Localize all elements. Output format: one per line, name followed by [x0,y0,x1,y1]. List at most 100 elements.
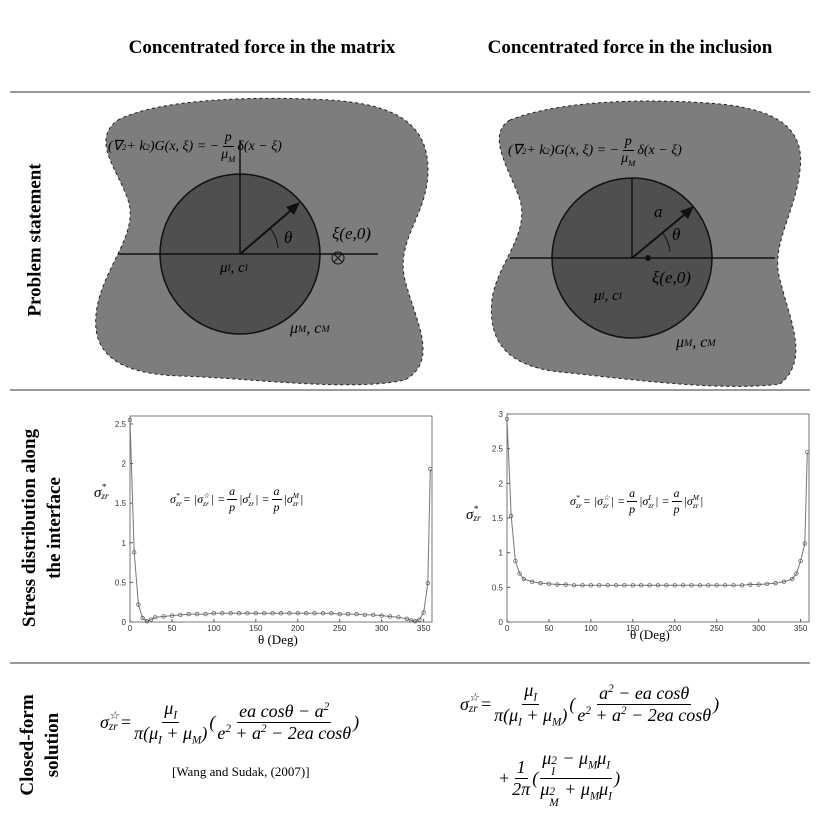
equation-part: 2 [585,704,591,717]
angle-arc [269,227,279,249]
equation-part: M [589,790,600,803]
equation-part: I [173,709,178,722]
equation-group: ☆ zr [468,691,479,716]
column-header: Concentrated force in the matrix [128,37,396,58]
equation-part: 2 [549,786,555,799]
angle-arc [661,231,671,253]
equation-group: e2 + a2 − 2ea cosθ [577,705,711,726]
equation-group: ☆ zr [603,494,610,509]
equation-part: |σ [683,494,693,508]
data-point [706,583,711,588]
equation-part: M [192,734,202,747]
data-point [417,617,422,622]
equation-part: ) [201,722,208,743]
equation-part: )G(x, ξ) = − [549,142,620,158]
y-tick-label: 0 [499,618,504,627]
y-tick-label: 1 [499,549,504,558]
equation-part: ( [209,711,216,732]
equation-part: zr [468,703,478,716]
equation-part: δ(x − ξ) [237,138,282,154]
point-label: ξ(e,0) [332,224,371,243]
equation-part: 2 [323,700,330,713]
equation-part: zr [575,500,582,510]
data-point [802,541,807,546]
equation-part: zr [248,498,255,508]
equation-group: μI π(μI + μM) [134,698,207,746]
equation-part: ☆ [203,491,210,501]
equation-group: ☆ zr [109,710,119,733]
equation-part: (∇ [508,143,523,159]
equation-part: zr [175,498,182,508]
equation-part: δ(x − ξ) [637,142,682,158]
equation-part: |σ [283,492,293,506]
data-point [655,583,661,588]
radius-arrow [631,209,691,259]
equation-part: ) [561,704,568,725]
equation-part: I [608,790,612,803]
equation-group: * zr [576,494,582,509]
data-point [371,612,376,618]
y-tick-label: 1.5 [115,499,127,508]
point-label: ξ(e,0) [652,268,691,287]
governing-equation: (∇ 2 + k 2)G(x, ξ) = − p μM δ(x − ξ) [108,130,282,164]
data-point [421,610,426,615]
equation-part: σ [466,506,474,523]
equation-part: , c [306,320,322,337]
equation-part: )G(x, ξ) = − [149,138,220,154]
equation-part: I [648,493,651,503]
equation-part: σ [460,693,469,714]
equation-part: 2 [145,141,150,152]
data-point [186,611,191,617]
equation-group: 1 2π [512,757,530,800]
equation-group: a2 − ea cosθ [597,682,692,705]
data-point [203,611,208,617]
y-tick-label: 2.5 [492,445,504,454]
radius-arrow [239,205,297,255]
radius-label: a [654,202,663,221]
data-point [362,612,368,618]
row-label: Stress distribution along the interface [17,429,67,627]
equation-part: p [622,134,634,151]
data-point [337,611,342,617]
equation-part: 2 [608,682,614,695]
x-tick-label: 350 [417,624,431,633]
data-point [211,611,217,616]
equation-part: 2 [551,755,557,767]
equation-part: M [549,797,559,810]
x-tick-label: 50 [167,624,176,633]
equation-part: σ [570,494,576,508]
equation-part: + [498,768,511,789]
solution-equation: σ ☆ zr = μI π(μI + μM)(a2 − ea cosθ e2 + a2 … [460,680,719,728]
data-point [329,611,334,616]
equation-part: μ [221,147,229,162]
equation-part: * [175,491,180,501]
equation-part: | [699,494,704,508]
equation-part: a [227,484,238,500]
equation-part: , c [692,334,708,351]
equation-part: − μ [557,748,588,768]
equation-part: , c [604,288,619,304]
data-point [555,582,560,587]
equation-part: 2 [225,722,231,735]
equation-part: + μ [521,704,553,725]
data-point [513,558,518,564]
equation-part: ☆ [468,691,479,704]
equation-part: ( [569,693,576,714]
equation-part: zr [292,498,299,508]
data-point [639,583,644,588]
x-axis-label: θ (Deg) [630,627,670,642]
equation-part: M [588,759,598,772]
x-tick-label: 50 [544,624,553,633]
equation-part: ea cosθ − a [239,700,324,721]
angle-label: θ [672,225,681,244]
data-point [580,583,585,588]
force-symbol [331,251,345,265]
data-point [681,583,686,588]
equation-part: p [229,500,236,514]
data-point [748,582,753,587]
equation-part: M [321,323,330,335]
